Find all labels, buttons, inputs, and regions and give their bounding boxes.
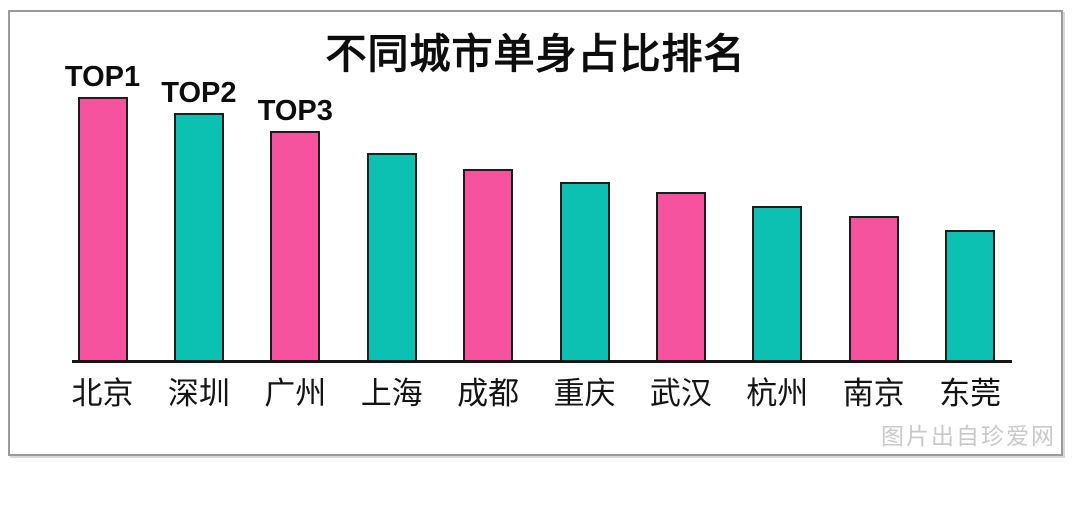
- x-tick-label: 南京: [842, 376, 905, 411]
- x-tick-label: 北京: [71, 376, 134, 411]
- x-tick-label: 上海: [360, 376, 423, 411]
- x-tick-label: 深圳: [167, 376, 230, 411]
- chart-title: 不同城市单身占比排名: [325, 31, 746, 77]
- bar: [655, 192, 706, 362]
- bar: [945, 229, 996, 362]
- x-axis-line: [72, 360, 1012, 363]
- top-rank-label: TOP1: [64, 61, 141, 93]
- top-rank-label: TOP3: [257, 95, 333, 128]
- bar: [848, 216, 899, 362]
- bar: [270, 131, 321, 362]
- x-tick-label: 重庆: [553, 376, 616, 411]
- watermark-text: 图片出自珍爱网: [881, 423, 1056, 449]
- x-tick-label: 成都: [457, 376, 520, 411]
- bar: [77, 97, 128, 362]
- bar: [463, 168, 514, 362]
- bar: [752, 205, 803, 362]
- x-tick-label: 广州: [264, 376, 327, 411]
- bar: [559, 181, 610, 362]
- bar: [366, 152, 417, 362]
- x-tick-label: 杭州: [746, 376, 809, 411]
- x-tick-label: 东莞: [939, 376, 1002, 411]
- x-tick-label: 武汉: [649, 376, 712, 411]
- top-rank-label: TOP2: [161, 76, 237, 109]
- bar: [173, 112, 224, 362]
